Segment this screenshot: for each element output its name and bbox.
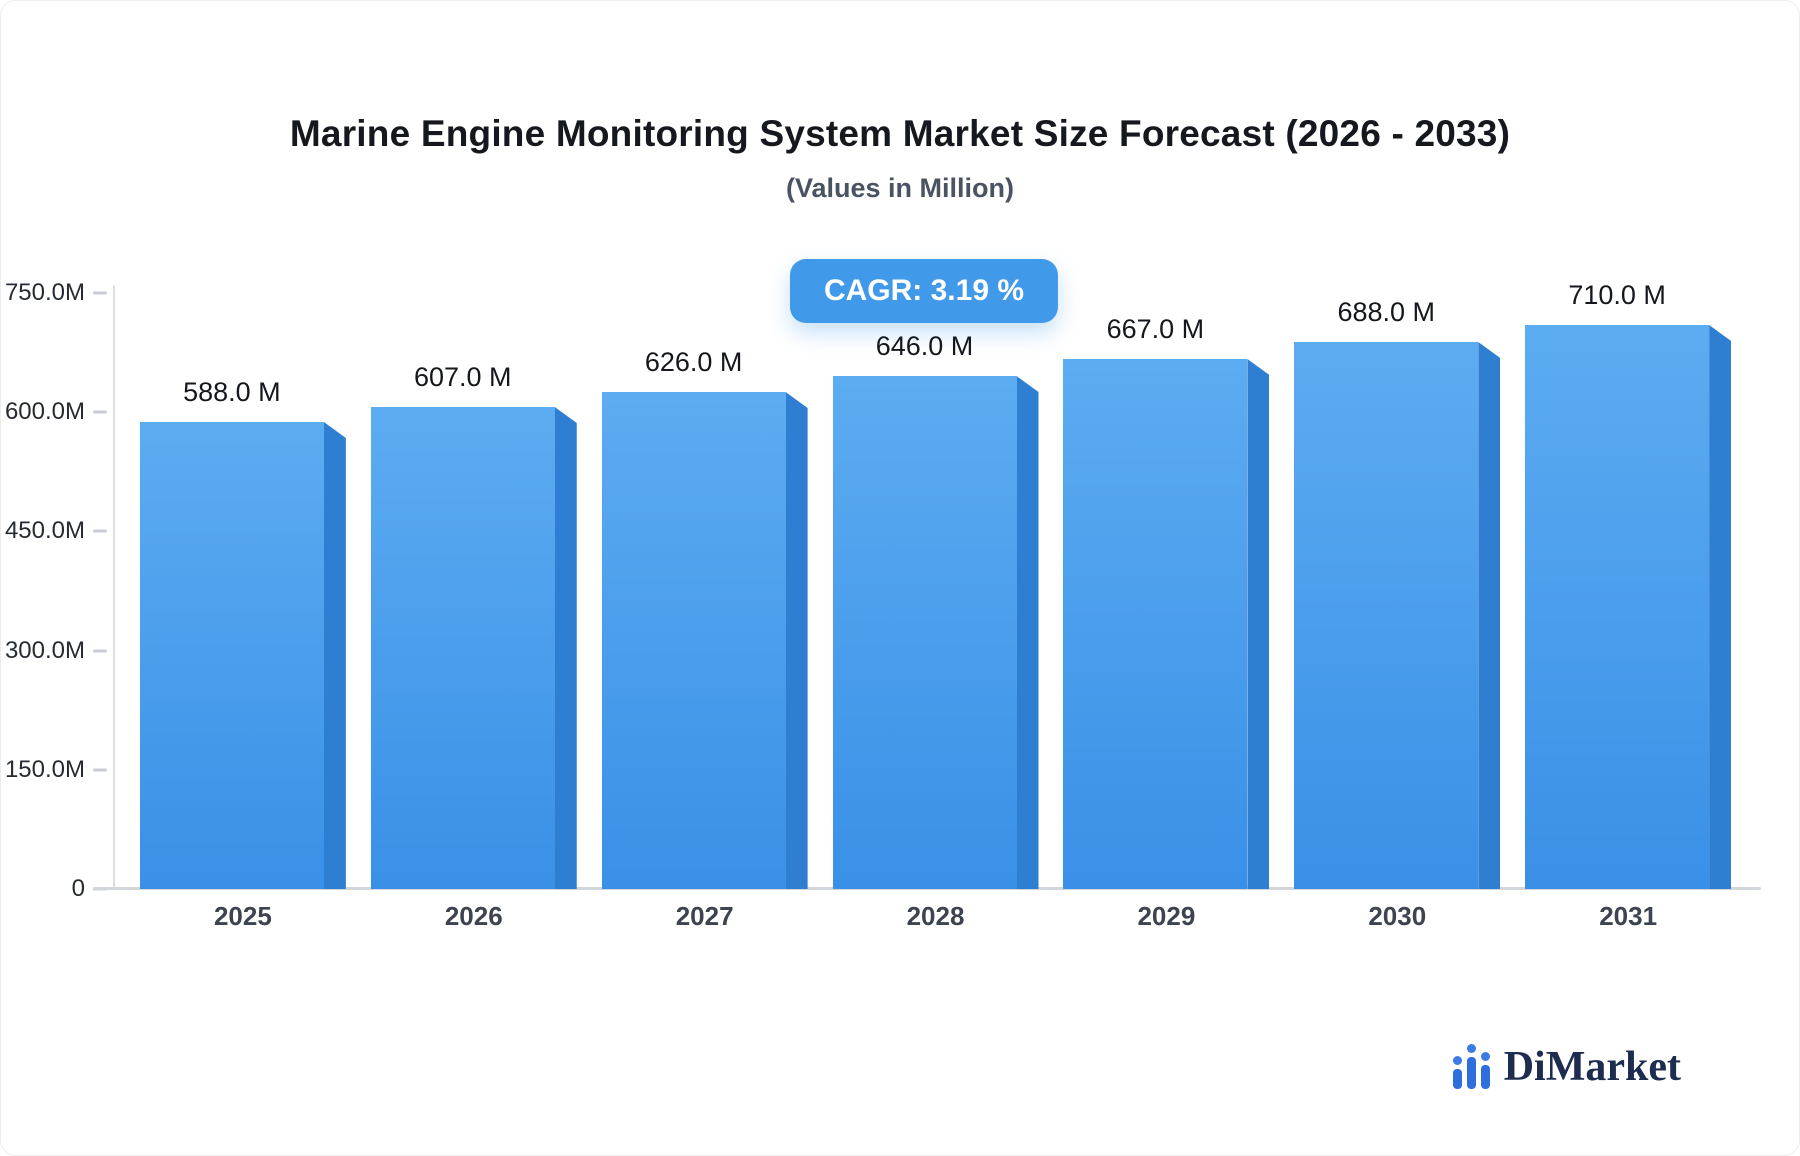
bar-value-label: 646.0 M xyxy=(875,331,974,361)
bar-2031: 710.0 M xyxy=(1525,280,1732,889)
y-axis: 750.0M 600.0M 450.0M 300.0M 150.0M 0 xyxy=(1,279,113,902)
y-axis-tick-label: 600.0M xyxy=(4,398,85,426)
bar-front-face xyxy=(601,392,786,889)
y-tick-mark xyxy=(93,291,107,295)
x-axis-tick-label: 2026 xyxy=(444,901,503,931)
bar-front-face xyxy=(832,376,1017,889)
bar-value-label: 688.0 M xyxy=(1337,297,1436,327)
bar-value-label: 626.0 M xyxy=(644,347,743,377)
bar-front-face xyxy=(1294,342,1479,889)
bar-2029: 667.0 M xyxy=(1063,314,1270,889)
logo-dot xyxy=(1452,1056,1462,1065)
y-axis-tick-label: 750.0M xyxy=(4,279,85,306)
y-axis-tick-label: 150.0M xyxy=(4,755,85,783)
bar-2028: 646.0 M xyxy=(832,331,1039,889)
bar-front-face xyxy=(1525,325,1710,889)
bar-side-face xyxy=(1709,325,1732,889)
y-axis-tick-label: 300.0M xyxy=(4,636,85,664)
bar-2025: 588.0 M xyxy=(139,377,346,889)
bar-side-face xyxy=(785,392,808,889)
bar-front-face xyxy=(1063,359,1248,889)
bar-front-face xyxy=(370,407,555,889)
x-axis-tick-label: 2028 xyxy=(906,901,965,931)
brand-name: DiMarket xyxy=(1503,1044,1681,1090)
x-axis-labels: 2025 2026 2027 2028 2029 2030 2031 xyxy=(115,901,1756,932)
bar-side-face xyxy=(554,407,577,889)
logo-bar xyxy=(1466,1057,1476,1089)
bar-2030: 688.0 M xyxy=(1294,297,1501,889)
bar-side-face xyxy=(1247,359,1270,889)
bars: 588.0 M 607.0 M 626.0 M 646.0 M 667.0 M 688.0… xyxy=(115,280,1756,889)
y-axis-line xyxy=(113,285,115,889)
bar-value-label: 607.0 M xyxy=(413,362,512,392)
logo-bar xyxy=(1452,1069,1462,1089)
cagr-badge: CAGR: 3.19 % xyxy=(789,259,1059,323)
y-tick-mark xyxy=(93,529,107,533)
bar-2027: 626.0 M xyxy=(601,347,808,889)
bar-value-label: 667.0 M xyxy=(1106,314,1205,344)
bar-side-face xyxy=(1016,376,1039,889)
bar-front-face xyxy=(139,422,324,889)
y-axis-tick-label: 0 xyxy=(71,875,85,902)
y-tick-mark xyxy=(93,768,107,772)
chart-subtitle: (Values in Million) xyxy=(785,173,1015,203)
logo-dot xyxy=(1466,1044,1476,1053)
y-tick-mark xyxy=(93,410,107,414)
y-tick-mark xyxy=(93,649,107,653)
logo-bar xyxy=(1480,1065,1490,1089)
bar-chart-dots-icon xyxy=(1452,1041,1490,1093)
bar-side-face xyxy=(323,422,346,889)
bar-side-face xyxy=(1478,342,1501,889)
x-axis-tick-label: 2031 xyxy=(1599,901,1658,931)
chart-title: Marine Engine Monitoring System Market S… xyxy=(289,113,1511,154)
logo-dot xyxy=(1480,1052,1490,1061)
bar-value-label: 710.0 M xyxy=(1568,280,1666,310)
x-axis-tick-label: 2025 xyxy=(213,901,272,931)
x-axis-tick-label: 2027 xyxy=(675,901,734,931)
bar-value-label: 588.0 M xyxy=(183,377,281,407)
y-axis-tick-label: 450.0M xyxy=(4,517,85,545)
brand-logo: DiMarket xyxy=(1452,1041,1681,1093)
bar-2026: 607.0 M xyxy=(370,362,577,889)
x-axis-tick-label: 2030 xyxy=(1368,901,1427,931)
x-axis-tick-label: 2029 xyxy=(1137,901,1196,931)
